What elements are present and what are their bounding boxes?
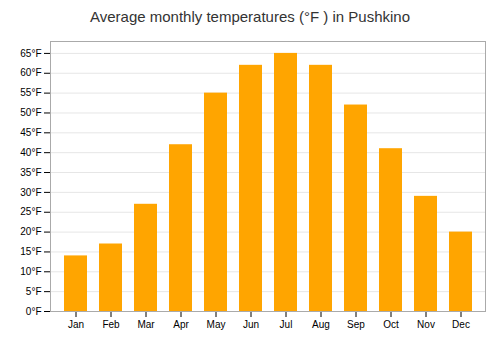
svg-text:Feb: Feb — [102, 319, 120, 330]
svg-text:40°F: 40°F — [20, 147, 41, 158]
svg-text:65°F: 65°F — [20, 48, 41, 59]
svg-text:Jun: Jun — [243, 319, 259, 330]
svg-text:20°F: 20°F — [20, 226, 41, 237]
svg-text:Sep: Sep — [347, 319, 365, 330]
svg-text:60°F: 60°F — [20, 67, 41, 78]
html-text:Average monthly temperatures (: Average monthly temperatures (°F ) in Pu… — [90, 8, 410, 25]
svg-text:15°F: 15°F — [20, 246, 41, 257]
svg-text:May: May — [207, 319, 226, 330]
svg-text:25°F: 25°F — [20, 206, 41, 217]
svg-text:Aug: Aug — [312, 319, 330, 330]
svg-text:0°F: 0°F — [26, 306, 42, 317]
svg-text:Apr: Apr — [173, 319, 189, 330]
svg-text:Jul: Jul — [280, 319, 293, 330]
svg-text:Mar: Mar — [137, 319, 155, 330]
svg-text:5°F: 5°F — [26, 286, 42, 297]
svg-text:Nov: Nov — [417, 319, 435, 330]
svg-text:55°F: 55°F — [20, 87, 41, 98]
svg-text:45°F: 45°F — [20, 127, 41, 138]
svg-text:Oct: Oct — [383, 319, 399, 330]
svg-text:30°F: 30°F — [20, 187, 41, 198]
svg-text:10°F: 10°F — [20, 266, 41, 277]
svg-text:35°F: 35°F — [20, 167, 41, 178]
svg-text:Dec: Dec — [452, 319, 470, 330]
svg-text:50°F: 50°F — [20, 107, 41, 118]
svg-text:Jan: Jan — [68, 319, 84, 330]
